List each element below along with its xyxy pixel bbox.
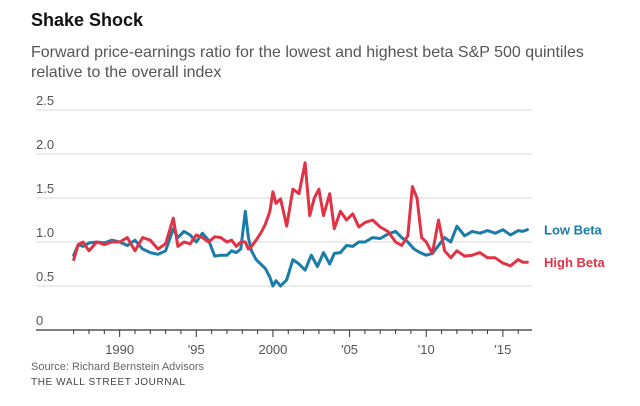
x-tick-label: '15 xyxy=(494,342,511,357)
x-axis: 1990 '95 2000 '05 '10 '15 xyxy=(73,330,519,357)
y-axis-ticks: 0 0.5 1.0 1.5 2.0 2.5 xyxy=(36,93,54,328)
high-beta-line xyxy=(72,161,529,268)
x-tick-label: '05 xyxy=(341,342,358,357)
series-labels: Low Beta High Beta xyxy=(544,223,605,271)
source-note: Source: Richard Bernstein Advisors xyxy=(31,361,205,373)
y-tick-label: 2.0 xyxy=(36,137,54,152)
x-tick-label: '10 xyxy=(418,342,435,357)
y-tick-label: 1.5 xyxy=(36,181,54,196)
chart-subtitle: Forward price-earnings ratio for the low… xyxy=(31,44,584,81)
y-tick-label: 0 xyxy=(36,313,43,328)
y-tick-label: 1.0 xyxy=(36,225,54,240)
x-tick-label: 1990 xyxy=(105,342,134,357)
low-beta-label: Low Beta xyxy=(544,223,603,238)
publisher-credit: The Wall Street Journal xyxy=(31,377,186,388)
y-tick-label: 2.5 xyxy=(36,93,54,108)
x-tick-label: '95 xyxy=(188,342,205,357)
gridlines xyxy=(36,109,532,331)
low-beta-line xyxy=(72,209,529,288)
high-beta-label: High Beta xyxy=(544,255,605,270)
y-tick-label: 0.5 xyxy=(36,269,54,284)
x-tick-label: 2000 xyxy=(258,342,287,357)
series-lines xyxy=(72,161,529,288)
chart-title: Shake Shock xyxy=(31,10,144,30)
